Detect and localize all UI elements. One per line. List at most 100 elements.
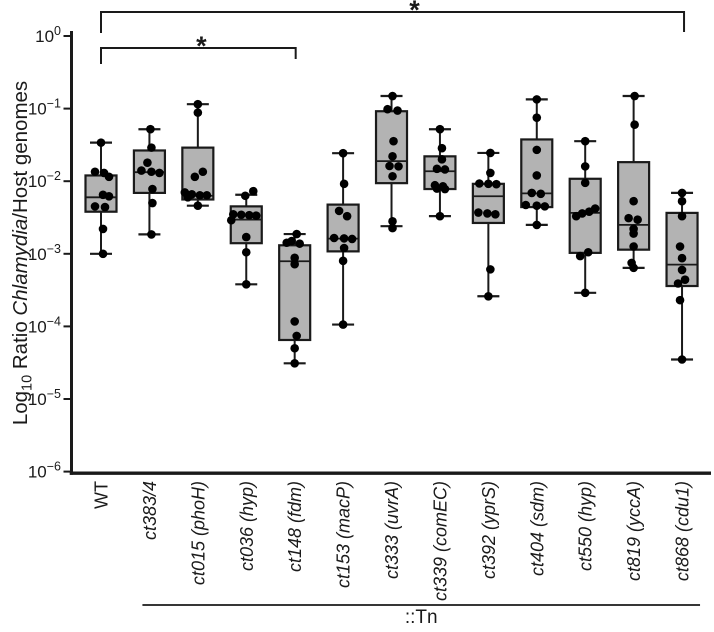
data-point bbox=[435, 124, 445, 134]
data-point bbox=[629, 229, 638, 238]
y-tick-label: 100 bbox=[35, 24, 61, 46]
data-point bbox=[532, 171, 542, 180]
data-point bbox=[474, 208, 483, 217]
box-group bbox=[520, 95, 554, 230]
data-point bbox=[290, 259, 299, 269]
data-point bbox=[241, 247, 251, 257]
data-point bbox=[100, 202, 110, 212]
data-point bbox=[532, 113, 542, 122]
data-point bbox=[90, 202, 100, 211]
x-tick-label: ct383/4 bbox=[140, 481, 160, 540]
data-point bbox=[483, 209, 492, 218]
data-point bbox=[241, 280, 251, 289]
data-point bbox=[575, 251, 585, 261]
data-point bbox=[148, 184, 157, 194]
box-group bbox=[180, 99, 215, 210]
data-point bbox=[677, 253, 687, 263]
x-tick-label: ct339 (comEC) bbox=[430, 481, 450, 601]
data-point bbox=[388, 217, 397, 226]
data-point bbox=[677, 265, 687, 275]
data-point bbox=[339, 243, 349, 253]
data-point bbox=[432, 184, 442, 193]
data-point bbox=[629, 242, 638, 251]
x-tick-label: ct015 (phoH) bbox=[188, 481, 208, 585]
data-point bbox=[571, 211, 581, 221]
data-point bbox=[532, 145, 542, 155]
data-point bbox=[536, 189, 546, 199]
y-axis-title: Log10 Ratio Chlamydia/Host genomes bbox=[9, 81, 36, 425]
data-point bbox=[198, 167, 208, 177]
data-point bbox=[475, 179, 484, 188]
x-tick-label: ct036 (hyp) bbox=[237, 481, 257, 571]
data-point bbox=[440, 184, 450, 194]
data-point bbox=[240, 191, 250, 201]
data-point bbox=[394, 162, 403, 171]
data-point bbox=[147, 230, 156, 239]
data-point bbox=[290, 317, 299, 326]
data-point bbox=[675, 295, 685, 305]
significance-asterisk: * bbox=[196, 31, 207, 61]
data-point bbox=[98, 224, 108, 234]
x-tick-label: ct153 (macP) bbox=[334, 481, 354, 588]
data-point bbox=[677, 211, 687, 221]
data-point bbox=[388, 223, 397, 233]
data-point bbox=[388, 91, 397, 101]
data-point bbox=[393, 106, 402, 115]
data-point bbox=[347, 234, 357, 244]
data-point bbox=[244, 210, 254, 220]
data-point bbox=[630, 91, 639, 101]
data-point bbox=[484, 291, 493, 301]
data-point bbox=[388, 171, 397, 181]
data-point bbox=[486, 168, 495, 178]
data-point bbox=[146, 124, 155, 134]
box-group bbox=[326, 148, 360, 329]
data-point bbox=[383, 104, 392, 114]
data-point bbox=[339, 234, 349, 243]
bracket-path bbox=[100, 47, 297, 64]
y-tick-label: 10−2 bbox=[28, 169, 61, 191]
box-group bbox=[423, 124, 457, 221]
data-point bbox=[241, 232, 251, 242]
y-tick-label: 10−1 bbox=[28, 97, 61, 119]
data-point bbox=[580, 162, 590, 171]
box-group bbox=[226, 186, 263, 289]
data-point bbox=[388, 152, 397, 161]
significance-bracket: * bbox=[100, 31, 297, 64]
data-point bbox=[583, 247, 593, 257]
data-point bbox=[342, 211, 352, 221]
box bbox=[374, 110, 409, 185]
data-point bbox=[290, 359, 299, 368]
x-tick-label: ct392 (yprS) bbox=[479, 481, 499, 579]
data-point bbox=[104, 191, 114, 201]
data-point bbox=[437, 155, 447, 164]
data-point bbox=[532, 220, 542, 230]
data-point bbox=[96, 138, 106, 147]
data-point bbox=[673, 279, 683, 288]
x-tick-label: ct333 (uvrA) bbox=[382, 481, 402, 579]
y-tick-label: 10−3 bbox=[28, 242, 61, 264]
data-point bbox=[540, 202, 550, 211]
data-point bbox=[484, 179, 493, 189]
data-point bbox=[677, 196, 687, 206]
data-point bbox=[677, 355, 687, 364]
data-point bbox=[584, 207, 594, 217]
data-point bbox=[251, 211, 261, 220]
data-point bbox=[338, 256, 348, 266]
box-group bbox=[132, 124, 167, 239]
data-point bbox=[624, 213, 633, 223]
data-point bbox=[282, 238, 291, 248]
data-point bbox=[437, 143, 447, 153]
data-point bbox=[329, 233, 339, 243]
data-point bbox=[339, 179, 349, 189]
x-tick-label: ct148 (fdm) bbox=[285, 481, 305, 572]
data-point bbox=[190, 172, 200, 182]
box-group bbox=[374, 91, 409, 233]
data-point bbox=[248, 186, 258, 196]
x-tick-label: ct819 (yccA) bbox=[624, 481, 644, 581]
data-point bbox=[486, 148, 495, 158]
data-point bbox=[521, 200, 531, 210]
x-tick-label: ct404 (sdm) bbox=[527, 481, 547, 576]
box-group bbox=[617, 91, 651, 273]
